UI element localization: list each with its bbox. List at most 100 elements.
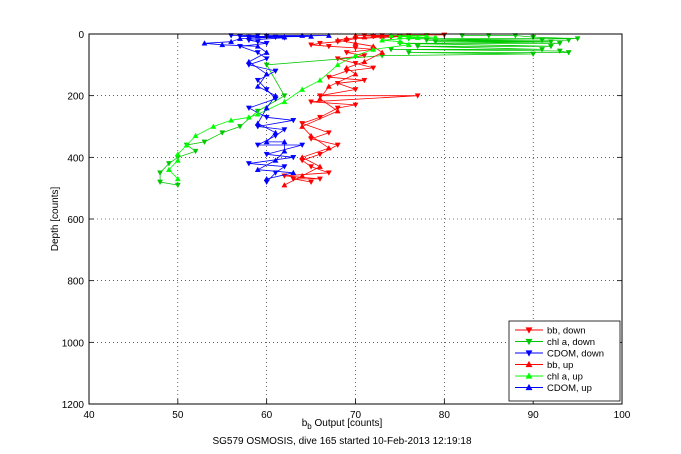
- data-point: [432, 34, 439, 40]
- data-point: [237, 124, 243, 130]
- data-point: [281, 148, 288, 154]
- data-point: [547, 44, 554, 50]
- data-point: [352, 52, 359, 58]
- data-point: [183, 141, 190, 148]
- legend-label: bb, down: [547, 326, 586, 337]
- x-tick-label: 100: [614, 410, 631, 421]
- data-point: [254, 77, 261, 84]
- data-point: [174, 151, 181, 157]
- data-point: [334, 108, 341, 114]
- data-point: [325, 44, 332, 50]
- y-tick-label: 800: [67, 277, 84, 288]
- data-point: [254, 142, 261, 149]
- data-point: [299, 123, 306, 129]
- data-point: [254, 120, 261, 126]
- data-point: [263, 114, 270, 121]
- legend-label: bb, up: [547, 360, 573, 371]
- series-line: [284, 34, 445, 183]
- data-point: [210, 123, 217, 129]
- data-point: [254, 83, 261, 89]
- data-point: [352, 40, 359, 46]
- data-point: [263, 138, 270, 145]
- data-point: [228, 33, 235, 39]
- data-point: [201, 40, 208, 46]
- x-axis-label: bb Output [counts]: [302, 418, 383, 431]
- data-point: [299, 86, 306, 92]
- data-point: [317, 40, 323, 47]
- data-point: [281, 98, 288, 105]
- data-point: [485, 33, 492, 39]
- data-point: [245, 114, 252, 120]
- legend-marker: [525, 372, 533, 379]
- data-point: [219, 41, 226, 48]
- data-point: [370, 46, 377, 52]
- data-point: [237, 35, 243, 41]
- data-point: [370, 65, 377, 71]
- caption: SG579 OSMOSIS, dive 165 started 10-Feb-2…: [212, 436, 471, 447]
- data-point: [325, 130, 332, 136]
- legend-marker: [525, 350, 533, 357]
- data-point: [245, 58, 252, 65]
- y-tick-label: 0: [78, 30, 84, 41]
- data-point: [556, 40, 563, 47]
- y-tick-label: 200: [67, 92, 84, 103]
- data-point: [281, 127, 288, 133]
- data-point: [263, 56, 270, 62]
- data-point: [192, 132, 199, 139]
- data-point: [201, 139, 208, 145]
- data-point: [166, 161, 172, 167]
- y-axis-label: Depth [counts]: [50, 187, 61, 252]
- data-point: [263, 40, 270, 47]
- data-point: [254, 111, 261, 117]
- data-point: [174, 175, 181, 182]
- data-point: [254, 39, 261, 45]
- data-point: [228, 117, 235, 123]
- data-point: [308, 132, 315, 139]
- data-point: [317, 77, 323, 83]
- data-point: [263, 151, 270, 158]
- data-point: [352, 87, 359, 93]
- data-point: [157, 179, 164, 186]
- data-point: [263, 175, 270, 182]
- x-tick-label: 90: [528, 410, 540, 421]
- data-point: [565, 37, 572, 44]
- data-point: [272, 170, 279, 176]
- data-point: [396, 38, 403, 44]
- data-point: [290, 176, 297, 182]
- data-point: [263, 49, 270, 55]
- x-tick-label: 80: [439, 410, 451, 421]
- data-point: [263, 87, 270, 93]
- data-point: [299, 154, 306, 160]
- data-point: [308, 99, 315, 105]
- data-point: [263, 104, 270, 111]
- legend-label: CDOM, down: [547, 349, 604, 360]
- data-point: [334, 142, 341, 149]
- data-point: [263, 71, 270, 77]
- data-point: [272, 68, 279, 75]
- data-point: [352, 61, 359, 67]
- data-point: [539, 37, 545, 44]
- data-point: [254, 43, 261, 49]
- data-point: [459, 33, 466, 39]
- data-point: [317, 151, 323, 158]
- data-point: [512, 33, 519, 39]
- data-point: [334, 81, 341, 87]
- y-tick-label: 1200: [62, 400, 85, 411]
- data-point: [530, 51, 537, 58]
- data-point: [317, 176, 323, 182]
- data-point: [343, 50, 350, 56]
- data-point: [317, 163, 323, 169]
- data-point: [272, 92, 279, 98]
- data-point: [245, 34, 252, 40]
- data-point: [361, 77, 368, 84]
- data-point: [308, 164, 315, 170]
- data-point: [281, 34, 288, 40]
- data-point: [414, 93, 421, 99]
- data-point: [263, 62, 270, 68]
- legend-marker: [525, 338, 533, 346]
- legend-marker: [525, 360, 533, 368]
- data-point: [423, 37, 430, 44]
